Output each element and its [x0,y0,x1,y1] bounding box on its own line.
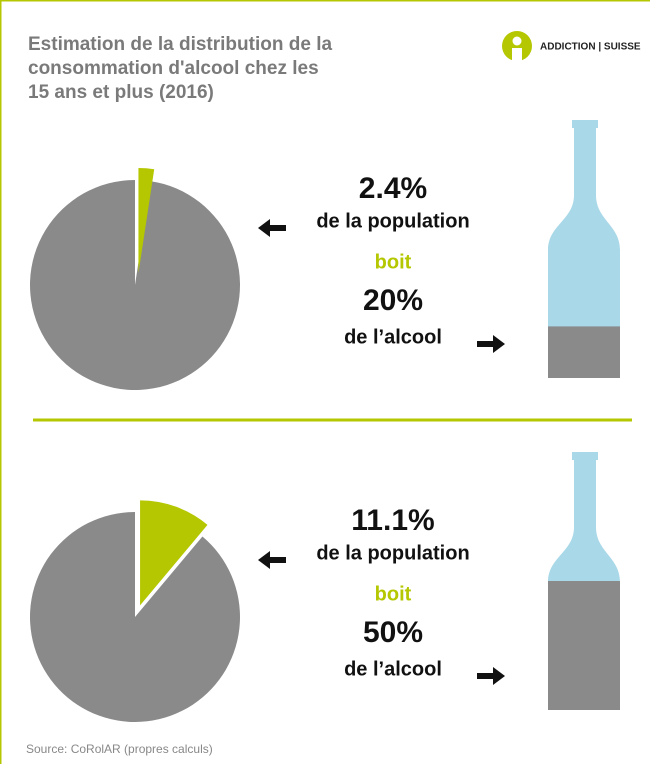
verb: boit [375,583,412,605]
title-line: 15 ans et plus (2016) [28,82,214,103]
logo-icon-head [512,36,522,46]
arrow-left [258,551,286,569]
pie-rest [29,512,240,722]
population-text: de la population [316,542,469,564]
alcohol-value: 50% [363,616,423,649]
population-text: de la population [316,210,469,232]
alcohol-text: de l’alcool [344,326,442,348]
source: Source: CoRolAR (propres calculs) [26,742,213,756]
alcohol-text: de l’alcool [344,658,442,680]
arrow-right [477,667,505,685]
population-value: 11.1% [351,504,434,537]
bottle-fill [548,326,620,378]
verb: boit [375,251,412,273]
population-value: 2.4% [359,172,427,205]
pie-rest [29,180,240,390]
title-line: Estimation de la distribution de la [28,34,332,55]
logo-icon [502,31,532,61]
bottle-fill [548,581,620,710]
title-line: consommation d'alcool chez les [28,58,319,79]
bottle [548,120,620,378]
logo-text: ADDICTION | SUISSE [540,42,641,53]
alcohol-value: 20% [363,284,423,317]
arrow-left [258,219,286,237]
logo-icon-body [512,48,522,61]
pie-slice [138,168,155,274]
arrow-right [477,335,505,353]
pie-slice [140,500,208,606]
